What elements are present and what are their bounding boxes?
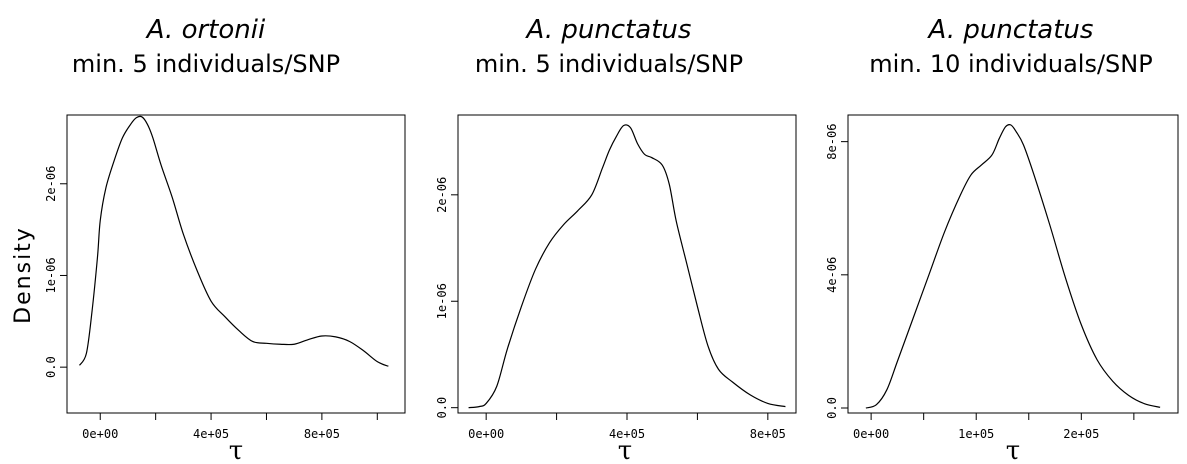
panel-2-subtitle: min. 5 individuals/SNP — [475, 50, 743, 78]
panel-1-x-axis: 0e+00 4e+05 8e+05 — [82, 413, 378, 441]
panel-3-title: A. punctatus — [927, 15, 1094, 45]
panel-2-x-axis: 0e+00 4e+05 8e+05 — [468, 413, 786, 441]
panel-3-y-axis: 0.0 4e-06 8e-06 — [825, 124, 848, 419]
panel-1: A. ortonii min. 5 individuals/SNP 0e+00 4… — [11, 15, 406, 464]
panel-1-y-tick-label: 1e-06 — [44, 257, 58, 293]
panel-1-y-axis: 0.0 1e-06 2e-06 — [44, 166, 67, 378]
panel-2-y-tick-label: 2e-06 — [435, 177, 449, 213]
panel-1-subtitle: min. 5 individuals/SNP — [72, 50, 340, 78]
panel-1-x-tick-label: 4e+05 — [193, 427, 229, 441]
panel-3: A. punctatus min. 10 individuals/SNP 0e+… — [825, 15, 1179, 464]
panel-3-density-line — [865, 123, 1161, 409]
panel-1-x-tick-label: 8e+05 — [304, 427, 340, 441]
panel-3-y-tick-label: 8e-06 — [825, 124, 839, 160]
panel-3-y-tick-label: 0.0 — [825, 397, 839, 419]
panel-2-x-tick-label: 4e+05 — [609, 427, 645, 441]
panel-2-density-line — [468, 124, 786, 409]
panel-3-x-tick-label: 2e+05 — [1063, 427, 1099, 441]
panel-2-y-tick-label: 1e-06 — [435, 283, 449, 319]
panel-2-title: A. punctatus — [525, 15, 692, 45]
panel-3-subtitle: min. 10 individuals/SNP — [869, 50, 1152, 78]
panel-3-x-tick-label: 0e+00 — [853, 427, 889, 441]
panel-3-x-axis-label: τ — [1006, 436, 1020, 464]
panel-1-y-tick-label: 2e-06 — [44, 166, 58, 202]
panel-1-plot-frame — [66, 114, 406, 414]
panel-3-x-tick-label: 1e+05 — [958, 427, 994, 441]
panel-2-plot-frame — [457, 114, 797, 414]
panel-2-x-tick-label: 8e+05 — [750, 427, 786, 441]
panel-1-title: A. ortonii — [145, 15, 266, 45]
panel-2-x-tick-label: 0e+00 — [468, 427, 504, 441]
panel-1-y-tick-label: 0.0 — [44, 356, 58, 378]
panel-3-y-tick-label: 4e-06 — [825, 257, 839, 293]
panel-2: A. punctatus min. 5 individuals/SNP 0e+0… — [435, 15, 797, 464]
panel-3-x-axis: 0e+00 1e+05 2e+05 — [853, 413, 1135, 441]
panel-3-plot-frame — [847, 114, 1179, 414]
panel-1-x-tick-label: 0e+00 — [82, 427, 118, 441]
panel-1-density-line — [78, 115, 389, 367]
panel-2-x-axis-label: τ — [618, 436, 632, 464]
panel-1-y-axis-label: Density — [11, 226, 36, 324]
panel-1-x-axis-label: τ — [229, 436, 243, 464]
panel-2-y-axis: 0.0 1e-06 2e-06 — [435, 177, 458, 419]
panel-2-y-tick-label: 0.0 — [435, 397, 449, 419]
